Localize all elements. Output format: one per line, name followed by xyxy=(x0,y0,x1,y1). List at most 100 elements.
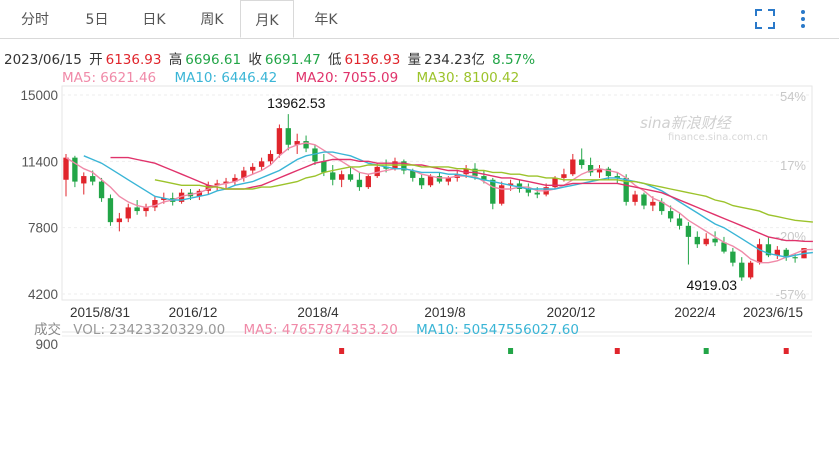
ma-line-ma10 xyxy=(83,151,813,258)
volume-ma10: MA10: 50547556027.60 xyxy=(416,322,579,338)
quote-volume-label: 量 xyxy=(407,52,422,68)
candle-body xyxy=(792,257,798,259)
candle-body xyxy=(374,166,380,177)
volume-title: 成交 xyxy=(34,322,61,338)
candle-body xyxy=(303,141,309,149)
candle-body xyxy=(596,168,603,173)
quote-high-label: 高 xyxy=(168,52,183,68)
candle-body xyxy=(739,262,745,278)
quote-low-label: 低 xyxy=(327,52,342,68)
quote-change-pct: 8.57% xyxy=(492,52,536,68)
tab-yearly-k[interactable]: 年K xyxy=(314,12,338,28)
x-tick-label: 2018/4 xyxy=(297,305,339,320)
quote-open-value: 6136.93 xyxy=(105,52,162,68)
y-tick-label: 15000 xyxy=(20,88,58,103)
candle-body xyxy=(347,174,354,180)
candle-body xyxy=(125,207,131,219)
ma30-legend: MA30: 8100.42 xyxy=(416,70,520,86)
candle-body xyxy=(63,157,69,180)
watermark-logo: sina新浪财经 xyxy=(640,114,731,132)
candle-body xyxy=(134,207,140,212)
quote-close-label: 收 xyxy=(248,52,262,68)
candle-body xyxy=(516,183,523,189)
tab-5-day[interactable]: 5日 xyxy=(85,12,109,28)
candle-body xyxy=(445,177,452,182)
candle-body xyxy=(338,174,345,180)
tab-intraday[interactable]: 分时 xyxy=(21,12,49,28)
candle-body xyxy=(463,168,469,175)
candle-body xyxy=(410,170,416,178)
watermark-url: finance.sina.com.cn xyxy=(668,132,768,143)
candle-body xyxy=(427,176,434,186)
candle-body xyxy=(659,201,665,212)
quote-volume-value: 234.23亿 xyxy=(424,52,485,68)
y-tick-label: 7800 xyxy=(28,221,58,236)
candle-body xyxy=(694,236,700,245)
volume-bar xyxy=(614,348,620,354)
x-tick-label: 2022/4 xyxy=(674,305,716,320)
candle-body xyxy=(685,225,692,237)
candle-body xyxy=(267,153,274,162)
candle-body xyxy=(499,185,505,204)
candle-body xyxy=(712,238,718,243)
pct-tick-label: -57% xyxy=(776,287,807,302)
candle-body xyxy=(178,192,185,202)
volume-bar xyxy=(703,348,709,354)
volume-value: VOL: 23423320329.00 xyxy=(73,322,226,338)
volume-bar xyxy=(508,348,514,354)
candle-body xyxy=(676,218,683,226)
volume-bar xyxy=(339,348,345,354)
candle-body xyxy=(756,244,763,263)
candle-body xyxy=(223,181,229,184)
candle-body xyxy=(507,183,514,186)
candle-body xyxy=(632,194,638,202)
max-price-annotation: 13962.53 xyxy=(267,95,326,111)
quote-open-label: 开 xyxy=(89,52,103,68)
x-tick-label: 2019/8 xyxy=(424,305,465,320)
candle-body xyxy=(294,141,300,145)
candle-body xyxy=(285,128,291,145)
quote-date: 2023/06/15 xyxy=(4,52,82,68)
min-price-annotation: 4919.03 xyxy=(686,277,737,293)
candle-body xyxy=(534,192,540,195)
fullscreen-icon[interactable] xyxy=(754,8,776,30)
candle-body xyxy=(721,242,727,252)
ma-legend: MA5: 6621.46 MA10: 6446.42 MA20: 7055.09… xyxy=(62,70,533,86)
ma20-legend: MA20: 7055.09 xyxy=(295,70,399,86)
candle-body xyxy=(561,174,567,178)
candle-body xyxy=(90,176,96,182)
pct-tick-label: 17% xyxy=(780,158,806,173)
candle-body xyxy=(276,128,283,154)
tab-monthly-k[interactable]: 月K xyxy=(240,0,294,38)
candle-body xyxy=(525,188,532,193)
ma5-legend: MA5: 6621.46 xyxy=(62,70,157,86)
candle-body xyxy=(107,198,114,223)
tab-daily-k[interactable]: 日K xyxy=(142,12,166,28)
candle-body xyxy=(667,211,674,219)
candle-body xyxy=(241,170,247,178)
quote-low-value: 6136.93 xyxy=(344,52,401,68)
quote-high-value: 6696.61 xyxy=(185,52,242,68)
candle-body xyxy=(730,251,736,263)
candle-body xyxy=(321,161,327,173)
tab-weekly-k[interactable]: 周K xyxy=(200,12,224,28)
candle-body xyxy=(587,165,594,173)
more-options-icon[interactable] xyxy=(792,8,814,30)
candle-body xyxy=(356,179,363,188)
candle-body xyxy=(650,201,656,206)
candle-body xyxy=(605,168,612,177)
candle-body xyxy=(258,161,265,167)
candle-body xyxy=(747,262,754,278)
x-tick-label: 2023/6/15 xyxy=(743,305,803,320)
ma-line-ma20 xyxy=(110,156,813,243)
candle-body xyxy=(330,172,336,180)
candle-body xyxy=(205,185,211,191)
y-tick-label: 11400 xyxy=(21,154,58,169)
candle-body xyxy=(161,198,167,201)
candle-body xyxy=(418,177,425,186)
candle-body xyxy=(383,166,389,169)
candle-body xyxy=(365,176,371,188)
candle-body xyxy=(436,176,443,182)
candle-body xyxy=(152,200,158,208)
x-tick-label: 2020/12 xyxy=(547,305,596,320)
